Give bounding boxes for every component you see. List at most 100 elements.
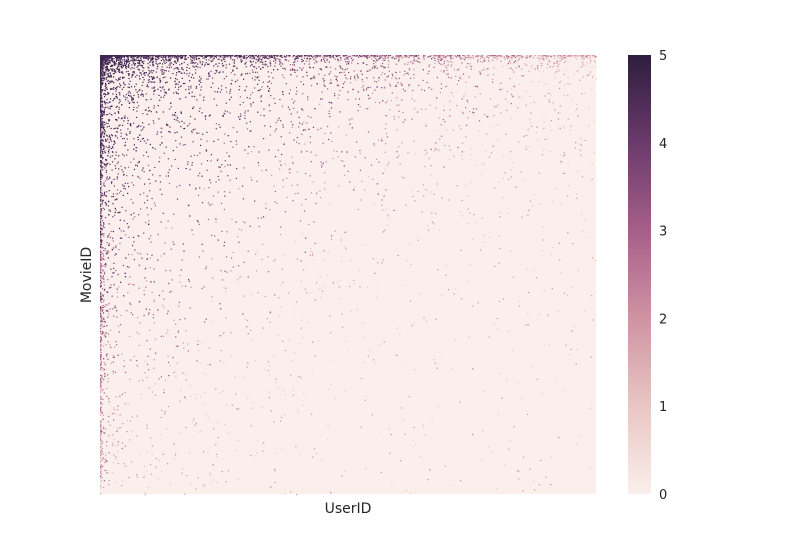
heatmap-cell: [413, 426, 415, 428]
heatmap-cell: [208, 115, 210, 117]
heatmap-cell: [443, 70, 445, 72]
heatmap-cell: [153, 281, 155, 283]
heatmap-cell: [259, 68, 262, 70]
heatmap-cell: [106, 309, 108, 311]
heatmap-cell: [334, 398, 336, 400]
heatmap-cell: [521, 56, 523, 58]
heatmap-cell: [310, 55, 312, 57]
heatmap-cell: [102, 312, 105, 314]
heatmap-cell: [180, 57, 183, 59]
heatmap-cell: [306, 292, 308, 294]
heatmap-cell: [505, 133, 507, 135]
heatmap-cell: [176, 146, 178, 148]
heatmap-cell: [136, 165, 138, 167]
heatmap-cell: [100, 140, 102, 143]
heatmap-cell: [230, 355, 232, 357]
heatmap-cell: [101, 333, 103, 335]
heatmap-cell: [185, 373, 187, 375]
heatmap-cell: [137, 68, 139, 70]
heatmap-cell: [430, 191, 433, 193]
heatmap-cell: [518, 305, 520, 307]
heatmap-cell: [588, 74, 590, 76]
heatmap-cell: [148, 123, 150, 125]
heatmap-cell: [183, 128, 185, 130]
heatmap-cell: [101, 458, 103, 460]
heatmap-cell: [338, 185, 340, 187]
heatmap-cell: [296, 69, 298, 71]
heatmap-cell: [143, 72, 145, 74]
heatmap-cell: [244, 222, 246, 224]
heatmap-cell: [108, 398, 110, 400]
heatmap-cell: [100, 78, 102, 80]
heatmap-cell: [136, 126, 138, 128]
heatmap-cell: [434, 362, 436, 364]
heatmap-cell: [434, 62, 436, 65]
heatmap-cell: [124, 141, 127, 143]
heatmap-cell: [163, 152, 165, 154]
heatmap-cell: [156, 111, 158, 113]
heatmap-cell: [139, 64, 141, 66]
heatmap-cell: [121, 206, 123, 208]
heatmap-cell: [100, 355, 102, 357]
heatmap-cell: [573, 73, 575, 75]
heatmap-cell: [443, 105, 445, 107]
heatmap-cell: [339, 66, 342, 68]
heatmap-cell: [151, 254, 153, 256]
heatmap-cell: [439, 56, 441, 58]
heatmap-cell: [434, 147, 436, 150]
heatmap-cell: [100, 220, 102, 222]
heatmap-cell: [321, 459, 323, 461]
heatmap-cell: [324, 172, 326, 174]
heatmap-cell: [448, 199, 450, 201]
heatmap-cell: [100, 259, 102, 261]
heatmap-cell: [183, 122, 185, 124]
heatmap-cell: [275, 128, 277, 130]
heatmap-cell: [100, 203, 102, 205]
heatmap-cell: [484, 113, 486, 115]
heatmap-cell: [510, 67, 512, 69]
heatmap-cell: [346, 78, 348, 80]
heatmap-cell: [105, 55, 107, 58]
heatmap-cell: [536, 131, 538, 134]
heatmap-cell: [103, 486, 105, 489]
heatmap-cell: [577, 55, 579, 57]
heatmap-cell: [147, 63, 149, 65]
heatmap-cell: [511, 58, 513, 60]
heatmap-cell: [443, 56, 445, 58]
heatmap-cell: [199, 94, 201, 96]
heatmap-cell: [100, 361, 102, 363]
heatmap-cell: [104, 271, 106, 273]
heatmap-cell: [388, 55, 390, 57]
heatmap-cell: [552, 201, 554, 203]
heatmap-cell: [383, 195, 385, 197]
heatmap-cell: [215, 128, 217, 130]
heatmap-cell: [437, 58, 439, 60]
heatmap-cell: [515, 55, 517, 57]
heatmap-cell: [452, 57, 454, 59]
heatmap-cell: [203, 99, 205, 101]
heatmap-cell: [191, 164, 193, 166]
heatmap-cell: [256, 180, 258, 182]
heatmap-cell: [506, 55, 508, 57]
heatmap-cell: [100, 440, 102, 442]
heatmap-cell: [100, 447, 102, 449]
heatmap-cell: [138, 105, 140, 107]
heatmap-cell: [126, 266, 128, 268]
heatmap-cell: [228, 432, 230, 434]
heatmap-cell: [293, 139, 295, 141]
heatmap-cell: [138, 214, 140, 216]
heatmap-cell: [161, 136, 163, 138]
heatmap-cell: [233, 62, 235, 64]
heatmap-cell: [136, 107, 138, 109]
heatmap-cell: [187, 350, 189, 352]
heatmap-cell: [292, 107, 295, 109]
heatmap-cell: [460, 480, 462, 482]
heatmap-cell: [249, 121, 251, 123]
heatmap-cell: [517, 59, 519, 61]
heatmap-cell: [300, 81, 302, 83]
heatmap-cell: [517, 107, 519, 109]
heatmap-cell: [506, 55, 508, 57]
heatmap-cell: [102, 75, 104, 78]
heatmap-cell: [555, 61, 558, 63]
heatmap-cell: [580, 138, 582, 140]
